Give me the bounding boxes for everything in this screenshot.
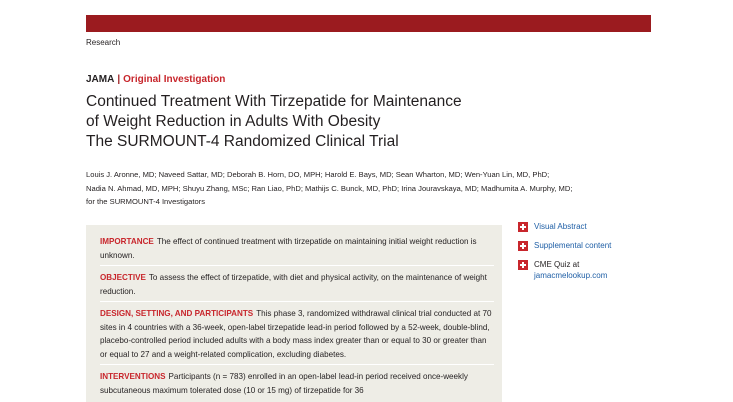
author-line: for the SURMOUNT-4 Investigators <box>86 197 206 206</box>
abstract-heading: OBJECTIVE <box>100 273 146 282</box>
plus-icon <box>518 241 528 251</box>
title-line: The SURMOUNT-4 Randomized Clinical Trial <box>86 133 399 150</box>
journal-line: JAMA | Original Investigation <box>86 74 225 85</box>
abstract-text: Participants (n = 783) enrolled in an op… <box>100 372 468 395</box>
section-label: Research <box>86 38 121 47</box>
abstract-importance: IMPORTANCE The effect of continued treatm… <box>100 235 494 266</box>
cme-url-link[interactable]: jamacmelookup.com <box>534 271 608 280</box>
article-sidebar: Visual Abstract Supplemental content CME… <box>518 221 648 289</box>
author-line: Nadia N. Ahmad, MD, MPH; Shuyu Zhang, MS… <box>86 183 573 193</box>
abstract-objective: OBJECTIVE To assess the effect of tirzepa… <box>100 271 494 302</box>
journal-name: JAMA <box>86 74 115 85</box>
abstract-heading: IMPORTANCE <box>100 237 154 246</box>
abstract-text: This phase 3, randomized withdrawal clin… <box>100 309 492 359</box>
abstract-text: The effect of continued treatment with t… <box>100 237 477 260</box>
author-list: Louis J. Aronne, MD; Naveed Sattar, MD; … <box>86 168 646 209</box>
title-line: Continued Treatment With Tirzepatide for… <box>86 93 462 110</box>
abstract-interventions: INTERVENTIONS Participants (n = 783) enro… <box>100 370 494 400</box>
cme-quiz-text: CME Quiz at jamacmelookup.com <box>534 259 607 281</box>
visual-abstract-label[interactable]: Visual Abstract <box>534 222 587 231</box>
supplemental-content-label[interactable]: Supplemental content <box>534 241 612 250</box>
abstract-design: DESIGN, SETTING, AND PARTICIPANTS This ph… <box>100 307 494 365</box>
abstract-heading: DESIGN, SETTING, AND PARTICIPANTS <box>100 309 254 318</box>
article-type: Original Investigation <box>123 74 226 85</box>
abstract-heading: INTERVENTIONS <box>100 372 166 381</box>
journal-header-bar <box>86 15 651 32</box>
author-line: Louis J. Aronne, MD; Naveed Sattar, MD; … <box>86 170 550 179</box>
plus-icon <box>518 222 528 232</box>
cme-quiz-label: CME Quiz at <box>534 260 580 269</box>
journal-separator: | <box>117 74 121 85</box>
plus-icon <box>518 260 528 270</box>
supplemental-content-link[interactable]: Supplemental content <box>518 240 648 251</box>
article-title: Continued Treatment With Tirzepatide for… <box>86 92 546 152</box>
title-line: of Weight Reduction in Adults With Obesi… <box>86 113 381 130</box>
abstract-text: To assess the effect of tirzepatide, wit… <box>100 273 487 296</box>
cme-quiz: CME Quiz at jamacmelookup.com <box>518 259 648 281</box>
visual-abstract-link[interactable]: Visual Abstract <box>518 221 648 232</box>
abstract-box: IMPORTANCE The effect of continued treatm… <box>86 225 502 402</box>
